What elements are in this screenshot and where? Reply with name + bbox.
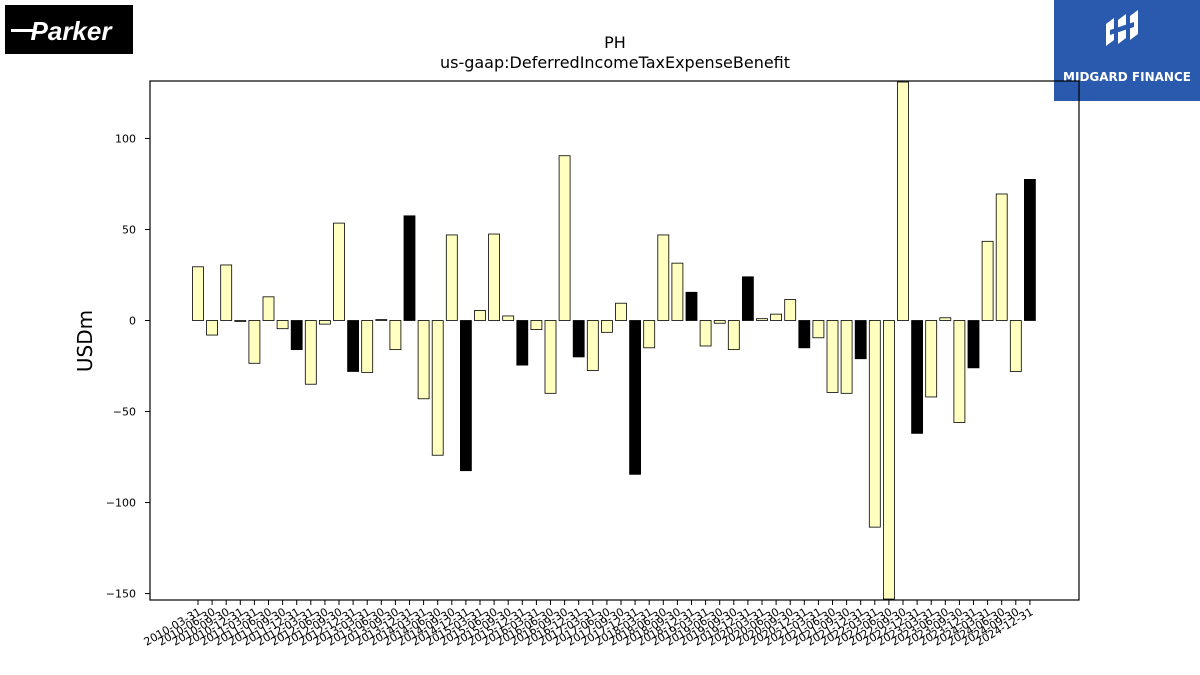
bar-2013-12-31 xyxy=(403,215,416,321)
y-tick-label: 0 xyxy=(129,315,136,328)
bar-2014-09-30 xyxy=(445,234,458,321)
bar-2021-03-31 xyxy=(812,320,825,339)
bar-2013-03-31 xyxy=(361,320,374,373)
parker-logo-text: Parker xyxy=(31,16,114,46)
y-tick-label: 50 xyxy=(122,223,136,236)
bar-2018-09-30 xyxy=(671,262,684,321)
bar-2016-06-30 xyxy=(544,320,557,394)
bar-2014-12-31 xyxy=(459,320,472,472)
bar-2011-03-31 xyxy=(248,320,261,364)
bar-2011-09-30 xyxy=(276,320,289,330)
bar-2010-03-31 xyxy=(192,266,204,321)
bar-2010-12-31 xyxy=(234,320,247,322)
x-ticks-group: 2010-03-312010-06-302010-09-302010-12-31… xyxy=(142,600,1035,649)
bar-2017-03-31 xyxy=(586,320,599,371)
y-axis-label: USDm xyxy=(73,310,97,372)
midgard-finance-logo: MIDGARD FINANCE xyxy=(1054,0,1200,101)
bar-2022-06-30 xyxy=(883,320,895,600)
y-tick-label: −100 xyxy=(106,497,136,510)
bar-2013-09-30 xyxy=(389,320,402,351)
bar-2020-06-30 xyxy=(770,313,782,321)
bar-2012-06-30 xyxy=(318,320,331,325)
parker-logo-stripe xyxy=(11,29,35,32)
bar-2014-06-30 xyxy=(431,320,444,456)
bars-group xyxy=(192,81,1036,600)
bar-2024-06-30 xyxy=(995,193,1008,321)
bar-2018-12-31 xyxy=(685,291,698,321)
bar-2019-12-31 xyxy=(742,276,754,321)
bar-2023-06-30 xyxy=(939,317,952,321)
bar-2018-06-30 xyxy=(657,234,670,321)
bar-2012-03-31 xyxy=(304,320,317,385)
bar-2019-09-30 xyxy=(727,320,740,351)
bar-2020-03-31 xyxy=(756,318,768,321)
bar-2020-09-30 xyxy=(784,299,797,321)
y-tick-label: −150 xyxy=(106,588,136,601)
bar-2021-06-30 xyxy=(826,320,839,393)
bar-2024-09-30 xyxy=(1009,320,1022,372)
chart-title: PH xyxy=(604,33,626,52)
bar-2010-06-30 xyxy=(206,320,219,336)
bar-2014-03-31 xyxy=(417,320,430,400)
parker-logo: Parker xyxy=(5,5,133,54)
y-ticks-group: −150 −100 −50 0 50 100 xyxy=(106,132,150,601)
midgard-emblem-icon xyxy=(1106,10,1138,46)
y-tick-label: −50 xyxy=(113,406,136,419)
bar-2017-09-30 xyxy=(615,302,627,321)
bar-2023-12-31 xyxy=(967,320,980,369)
y-tick-label: 100 xyxy=(115,132,136,145)
bar-2016-09-30 xyxy=(558,155,571,321)
bar-2015-03-31 xyxy=(474,310,486,321)
bar-2022-03-31 xyxy=(868,320,881,528)
bar-2012-09-30 xyxy=(333,222,345,321)
midgard-logo-text: MIDGARD FINANCE xyxy=(1063,70,1191,84)
bar-2017-06-30 xyxy=(601,320,613,333)
bar-2011-06-30 xyxy=(262,296,275,321)
chart-subtitle: us-gaap:DeferredIncomeTaxExpenseBenefit xyxy=(440,53,790,72)
bar-2011-12-31 xyxy=(290,320,303,351)
bar-2010-09-30 xyxy=(220,264,233,321)
bar-2017-12-31 xyxy=(629,320,641,475)
bar-2021-12-31 xyxy=(854,320,867,360)
bar-2022-12-31 xyxy=(911,320,923,434)
plot-frame xyxy=(149,80,1080,601)
bar-2022-09-30 xyxy=(897,81,909,321)
bar-2016-12-31 xyxy=(572,320,585,358)
bar-2023-03-31 xyxy=(925,320,938,398)
bar-2019-03-31 xyxy=(699,320,712,347)
bar-2015-06-30 xyxy=(488,233,501,321)
bar-2016-03-31 xyxy=(530,320,543,331)
bar-2013-06-30 xyxy=(375,319,388,321)
bar-2015-09-30 xyxy=(502,315,515,321)
bar-2024-12-31 xyxy=(1024,179,1036,321)
bar-2015-12-31 xyxy=(516,320,529,366)
bar-2024-03-31 xyxy=(981,240,994,321)
bar-2021-09-30 xyxy=(840,320,853,394)
bar-2018-03-31 xyxy=(643,320,656,349)
bar-2023-09-30 xyxy=(953,320,966,423)
bar-2019-06-30 xyxy=(713,320,726,324)
bar-2012-12-31 xyxy=(347,320,360,372)
bar-2020-12-31 xyxy=(798,320,811,349)
